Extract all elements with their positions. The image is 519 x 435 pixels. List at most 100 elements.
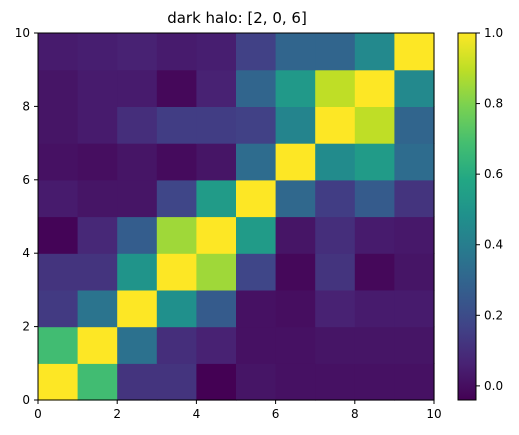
heatmap-cell bbox=[315, 326, 356, 364]
x-tick-label: 0 bbox=[34, 407, 42, 421]
heatmap-cell bbox=[275, 179, 316, 218]
plot-frame bbox=[37, 32, 435, 401]
y-tick-label: 10 bbox=[15, 26, 30, 40]
heatmap-cell bbox=[236, 253, 277, 291]
heatmap-cell bbox=[38, 179, 79, 218]
heatmap-cell bbox=[156, 143, 197, 181]
heatmap-cell bbox=[275, 326, 316, 364]
heatmap-cell bbox=[77, 363, 118, 401]
heatmap-cell bbox=[275, 143, 316, 181]
heatmap-cell bbox=[275, 69, 316, 107]
heatmap-cell bbox=[315, 33, 356, 71]
colorbar-tick-label: 0.6 bbox=[484, 167, 503, 181]
heatmap-cell bbox=[236, 363, 277, 401]
heatmap-cell bbox=[117, 33, 158, 71]
colorbar bbox=[457, 32, 477, 401]
heatmap-cell bbox=[354, 253, 395, 291]
y-tick-label: 8 bbox=[22, 99, 30, 113]
colorbar-tick-label: 1.0 bbox=[484, 26, 503, 40]
heatmap-cell bbox=[315, 253, 356, 291]
heatmap-cell bbox=[196, 33, 237, 71]
heatmap-cell bbox=[38, 253, 79, 291]
heatmap-cell bbox=[156, 289, 197, 328]
heatmap-cell bbox=[315, 106, 356, 144]
heatmap-cell bbox=[196, 216, 237, 254]
heatmap-cell bbox=[236, 143, 277, 181]
heatmap-cell bbox=[394, 179, 435, 218]
x-tick-label: 10 bbox=[426, 407, 441, 421]
heatmap-cell bbox=[196, 363, 237, 401]
colorbar-axis: 0.0 0.2 0.4 0.6 0.8 1.0 bbox=[476, 26, 503, 393]
heatmap-cell bbox=[117, 216, 158, 254]
heatmap-cell bbox=[156, 69, 197, 107]
heatmap-cell bbox=[315, 363, 356, 401]
colorbar-tick-label: 0.0 bbox=[484, 379, 503, 393]
heatmap-cell bbox=[354, 69, 395, 107]
heatmap-cell bbox=[275, 253, 316, 291]
heatmap-cell bbox=[117, 326, 158, 364]
heatmap-cell bbox=[117, 363, 158, 401]
heatmap-cell bbox=[117, 69, 158, 107]
heatmap-cell bbox=[236, 69, 277, 107]
heatmap-cell bbox=[315, 69, 356, 107]
heatmap-cell bbox=[38, 143, 79, 181]
heatmap-cell bbox=[156, 326, 197, 364]
heatmap-cell bbox=[275, 289, 316, 328]
heatmap-cell bbox=[38, 289, 79, 328]
heatmap-cell bbox=[38, 33, 79, 71]
heatmap-cell bbox=[354, 179, 395, 218]
heatmap-cell bbox=[156, 106, 197, 144]
heatmap-cell bbox=[196, 143, 237, 181]
x-axis: 0 2 4 6 8 10 bbox=[34, 400, 442, 421]
x-tick-label: 2 bbox=[113, 407, 121, 421]
heatmap-cell bbox=[394, 363, 435, 401]
heatmap-cell bbox=[156, 33, 197, 71]
heatmap-cell bbox=[77, 216, 118, 254]
heatmap-cell bbox=[394, 69, 435, 107]
heatmap-cell bbox=[117, 179, 158, 218]
heatmap-cell bbox=[394, 326, 435, 364]
heatmap-cell bbox=[275, 363, 316, 401]
heatmap-cell bbox=[196, 253, 237, 291]
heatmap-cell bbox=[156, 363, 197, 401]
x-tick-label: 6 bbox=[272, 407, 280, 421]
heatmap-cell bbox=[156, 216, 197, 254]
heatmap-cell bbox=[77, 179, 118, 218]
x-tick-label: 4 bbox=[193, 407, 201, 421]
y-tick-label: 2 bbox=[22, 320, 30, 334]
heatmap-cell bbox=[394, 143, 435, 181]
heatmap-cell bbox=[196, 69, 237, 107]
heatmap-cell bbox=[156, 253, 197, 291]
heatmap-cell bbox=[196, 179, 237, 218]
heatmap-cell bbox=[117, 289, 158, 328]
heatmap-cell bbox=[236, 33, 277, 71]
heatmap-cell bbox=[77, 33, 118, 71]
heatmap-cell bbox=[275, 33, 316, 71]
chart-title: dark halo: [2, 0, 6] bbox=[167, 9, 307, 27]
heatmap-cell bbox=[236, 216, 277, 254]
heatmap-cell bbox=[315, 143, 356, 181]
heatmap-cell bbox=[354, 216, 395, 254]
heatmap-cell bbox=[394, 33, 435, 71]
colorbar-tick-label: 0.8 bbox=[484, 97, 503, 111]
heatmap-cell bbox=[315, 216, 356, 254]
heatmap-cell bbox=[315, 289, 356, 328]
heatmap-cell bbox=[77, 253, 118, 291]
heatmap-cell bbox=[236, 289, 277, 328]
heatmap-cell bbox=[77, 106, 118, 144]
heatmap-cell bbox=[394, 216, 435, 254]
x-tick-label: 8 bbox=[351, 407, 359, 421]
heatmap-cell bbox=[354, 363, 395, 401]
heatmap-cell bbox=[117, 106, 158, 144]
heatmap-cell bbox=[236, 179, 277, 218]
heatmap-cell bbox=[394, 253, 435, 291]
colorbar-tick-label: 0.4 bbox=[484, 238, 503, 252]
heatmap-cell bbox=[354, 289, 395, 328]
y-tick-label: 6 bbox=[22, 173, 30, 187]
heatmap-cell bbox=[196, 289, 237, 328]
heatmap-cell bbox=[38, 216, 79, 254]
y-axis: 0 2 4 6 8 10 bbox=[15, 26, 38, 407]
heatmap-cell bbox=[354, 143, 395, 181]
heatmap-cell bbox=[196, 106, 237, 144]
